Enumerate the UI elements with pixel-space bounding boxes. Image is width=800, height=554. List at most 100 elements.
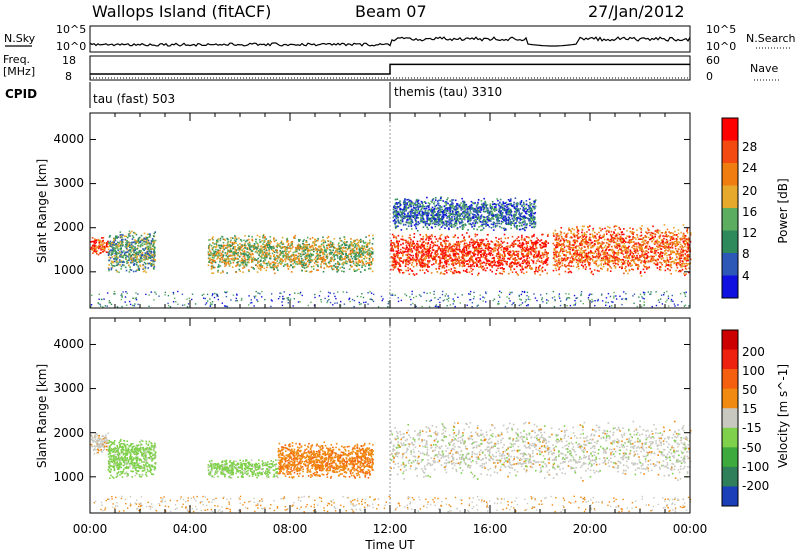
power-point [108,250,111,253]
power-point [542,253,545,256]
power-point [359,251,362,253]
power-point [660,255,662,257]
power-point [660,245,663,248]
power-point [474,241,476,244]
power-point [474,235,477,238]
power-point [498,244,500,246]
power-point [129,244,131,247]
power-point [515,271,517,273]
power-point [454,253,457,255]
power-point [412,241,414,244]
power-point [282,256,285,258]
power-point [331,243,334,246]
power-point [463,254,466,257]
power-point [320,240,323,242]
power-point [434,256,437,258]
power-point [588,264,590,267]
power-point [223,248,226,251]
power-point [125,243,127,246]
power-point [446,254,449,257]
power-point [480,251,482,254]
power-point [295,257,297,259]
power-point [316,258,319,260]
power-point [365,246,368,248]
power-point [641,238,644,241]
power-point [483,261,486,264]
power-point [305,241,308,244]
power-point [584,268,587,270]
power-point [527,251,529,254]
power-point [110,242,112,245]
power-point [98,246,101,248]
power-point [154,254,156,256]
power-point [354,246,356,249]
power-point [239,246,241,249]
power-point [268,264,271,266]
power-point [368,247,371,250]
power-point [493,264,495,267]
power-point [544,241,546,243]
power-point [147,239,150,242]
power-point [636,245,638,248]
power-point [116,241,119,244]
power-point [259,268,262,270]
power-point [658,254,661,257]
power-point [136,256,138,259]
power-point [631,264,634,267]
power-point [310,265,313,268]
power-point [447,249,450,252]
power-point [112,260,115,263]
power-point [462,248,464,251]
power-point [140,244,142,247]
power-point [441,251,444,253]
power-point [644,266,646,268]
power-point [296,261,298,263]
power-point [216,257,218,260]
power-point [525,235,528,238]
power-point [533,241,535,244]
power-point [246,239,248,242]
power-point [292,251,295,254]
power-point [284,249,287,252]
power-point [215,245,218,248]
power-point [256,259,258,261]
power-point [107,240,109,243]
power-point [463,236,465,238]
power-point [439,265,442,267]
power-point [355,242,358,245]
power-point [604,227,606,230]
power-point [626,254,628,257]
power-point [560,249,562,251]
power-point [509,263,511,265]
power-point [143,237,145,240]
power-point [477,256,479,259]
power-point [536,255,539,258]
power-point [346,256,348,258]
power-point [317,248,319,251]
power-point [354,244,357,246]
power-point [210,258,213,261]
power-point [661,240,664,242]
power-point [448,258,450,261]
power-point [666,241,668,244]
power-point [314,247,317,249]
power-point [494,261,497,264]
power-point [113,244,116,246]
power-point [408,242,411,245]
power-point [112,265,114,267]
power-point [615,245,618,248]
power-point [267,239,270,242]
power-point [443,252,445,254]
power-point [484,269,487,272]
power-point [424,255,427,258]
power-point [633,250,636,253]
power-point [461,251,464,253]
power-point [323,240,326,243]
power-point [95,250,97,253]
power-point [328,253,331,256]
power-point [511,254,514,256]
power-point [142,267,145,270]
power-point [458,243,461,246]
power-point [146,233,149,236]
power-point [244,257,246,260]
